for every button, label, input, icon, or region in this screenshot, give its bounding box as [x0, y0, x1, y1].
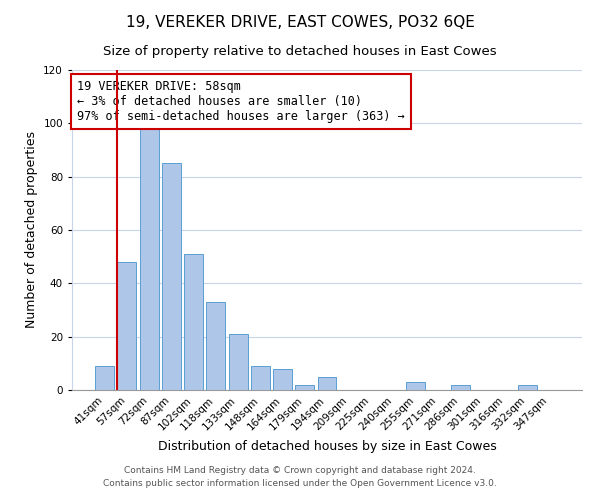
Bar [406, 382, 425, 390]
Bar [518, 384, 536, 390]
Text: Size of property relative to detached houses in East Cowes: Size of property relative to detached ho… [103, 45, 497, 58]
Bar [162, 164, 181, 390]
Bar [206, 302, 225, 390]
Bar [95, 366, 114, 390]
Bar [451, 384, 470, 390]
Text: 19 VEREKER DRIVE: 58sqm
← 3% of detached houses are smaller (10)
97% of semi-det: 19 VEREKER DRIVE: 58sqm ← 3% of detached… [77, 80, 405, 122]
Bar [295, 384, 314, 390]
Bar [251, 366, 270, 390]
X-axis label: Distribution of detached houses by size in East Cowes: Distribution of detached houses by size … [158, 440, 496, 453]
Bar [317, 376, 337, 390]
Bar [184, 254, 203, 390]
Bar [229, 334, 248, 390]
Text: 19, VEREKER DRIVE, EAST COWES, PO32 6QE: 19, VEREKER DRIVE, EAST COWES, PO32 6QE [125, 15, 475, 30]
Bar [273, 368, 292, 390]
Bar [118, 262, 136, 390]
Bar [140, 126, 158, 390]
Text: Contains HM Land Registry data © Crown copyright and database right 2024.
Contai: Contains HM Land Registry data © Crown c… [103, 466, 497, 487]
Y-axis label: Number of detached properties: Number of detached properties [25, 132, 38, 328]
